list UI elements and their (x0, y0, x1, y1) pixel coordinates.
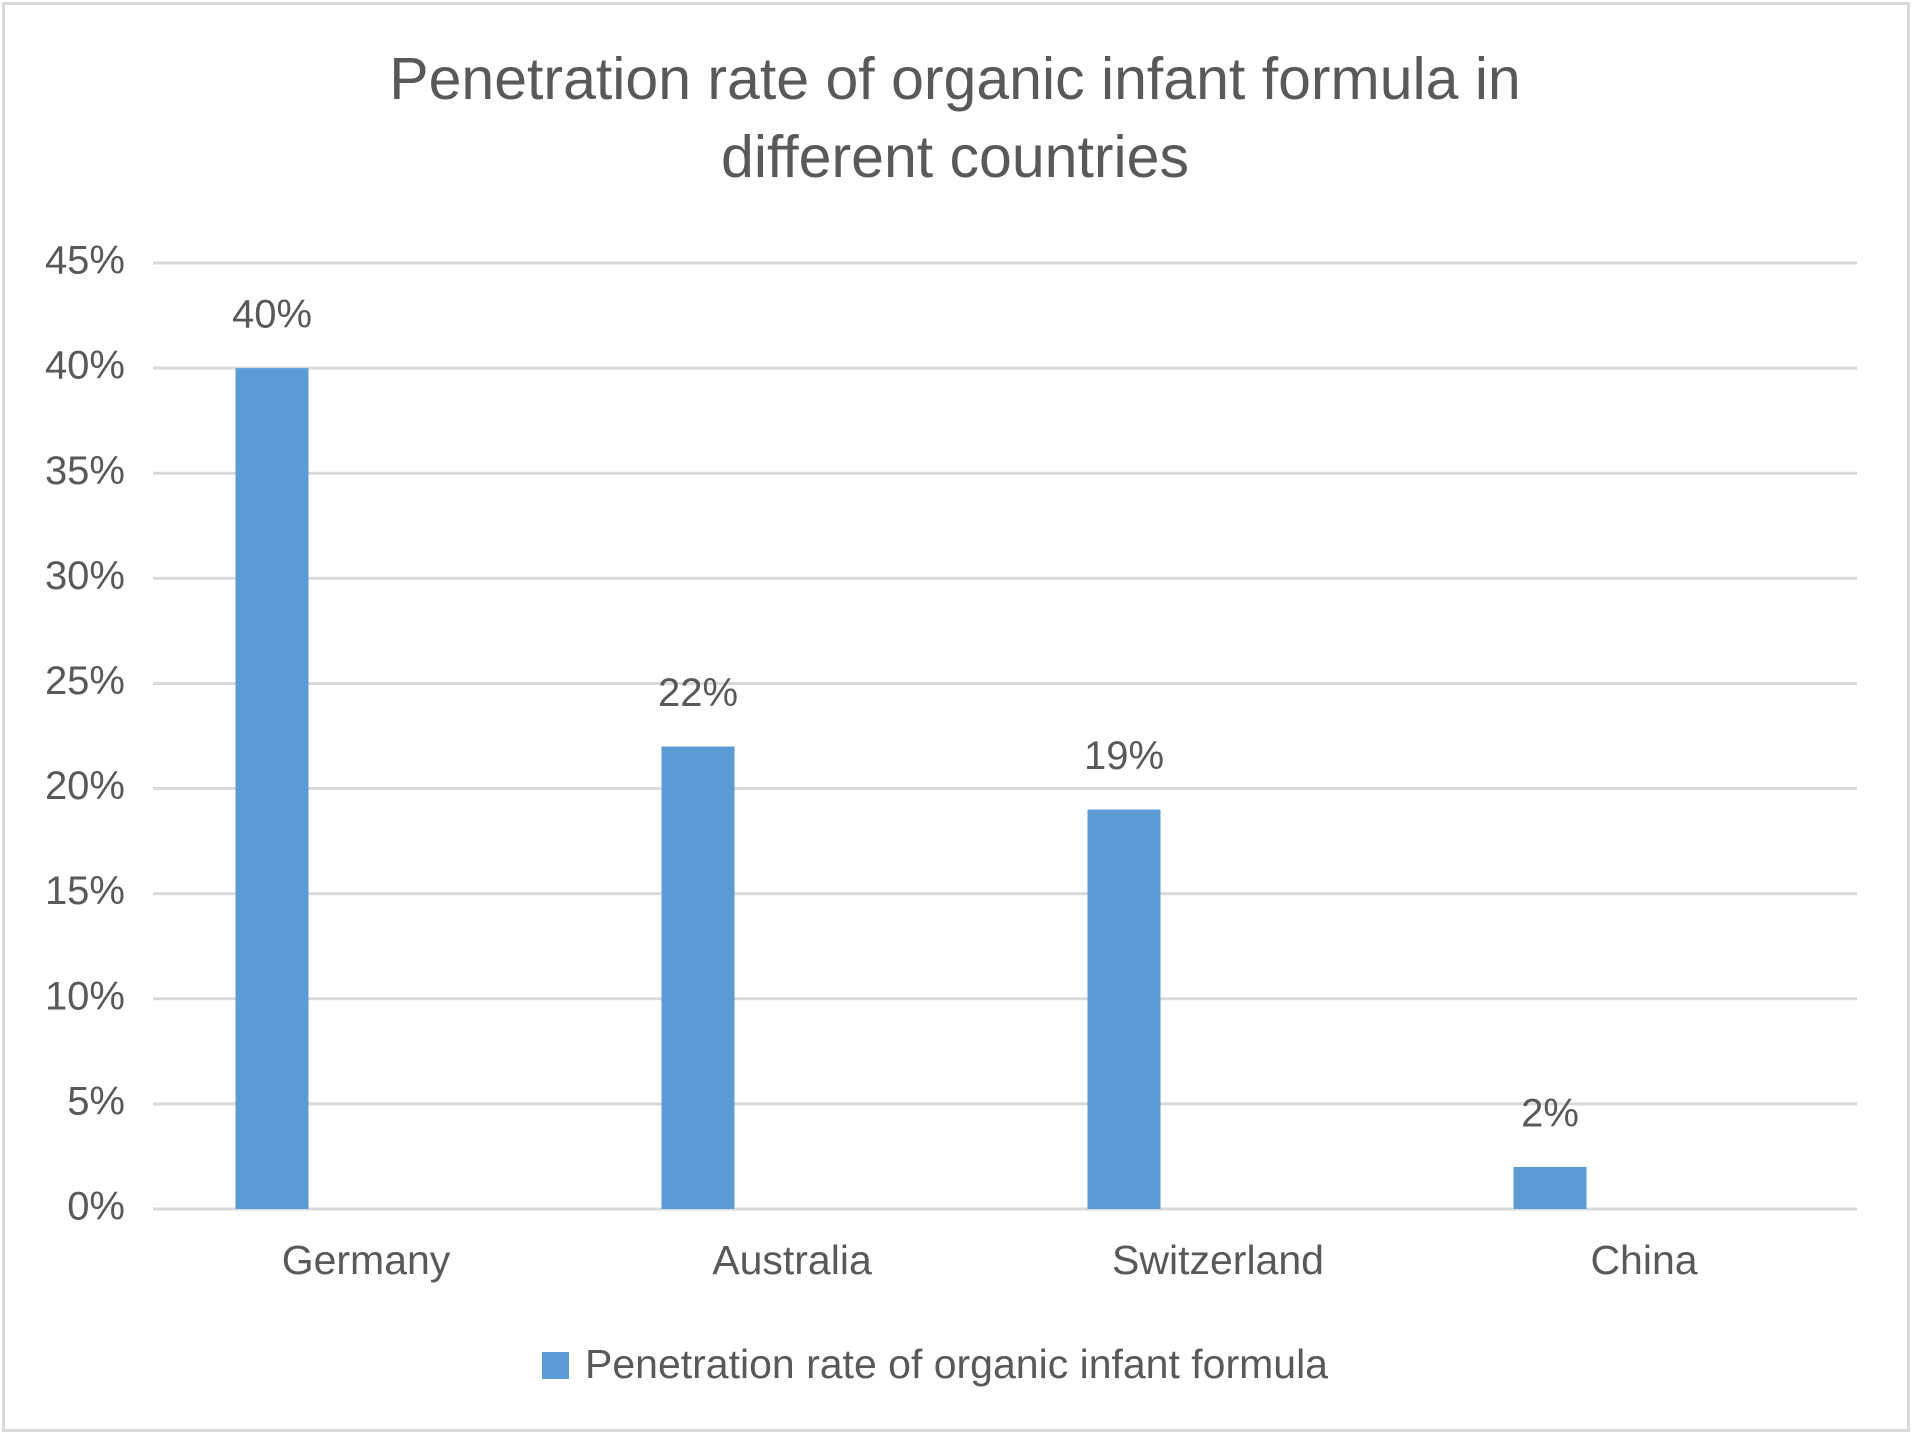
bar (1087, 809, 1161, 1209)
y-tick-label: 5% (67, 1079, 125, 1123)
y-tick-label: 10% (45, 974, 125, 1018)
bar (1513, 1166, 1587, 1209)
y-tick-label: 20% (45, 764, 125, 808)
legend-swatch (542, 1352, 569, 1379)
data-label: 19% (1084, 734, 1164, 778)
x-tick-label: China (1590, 1237, 1697, 1283)
y-tick-label: 35% (45, 449, 125, 493)
y-tick-label: 15% (45, 869, 125, 913)
y-tick-label: 45% (45, 239, 125, 283)
y-tick-label: 0% (67, 1185, 125, 1229)
bar (235, 368, 309, 1210)
x-tick-label: Australia (712, 1237, 872, 1283)
y-tick-label: 40% (45, 344, 125, 388)
data-label: 40% (232, 293, 312, 337)
bar (661, 746, 735, 1209)
y-tick-label: 30% (45, 554, 125, 598)
data-label: 22% (658, 671, 738, 715)
x-tick-label: Germany (282, 1237, 451, 1283)
x-tick-label: Switzerland (1112, 1237, 1324, 1283)
y-tick-label: 25% (45, 659, 125, 703)
legend-label: Penetration rate of organic infant formu… (585, 1341, 1328, 1387)
chart-title: Penetration rate of organic infant formu… (389, 46, 1521, 190)
data-label: 2% (1521, 1092, 1579, 1136)
